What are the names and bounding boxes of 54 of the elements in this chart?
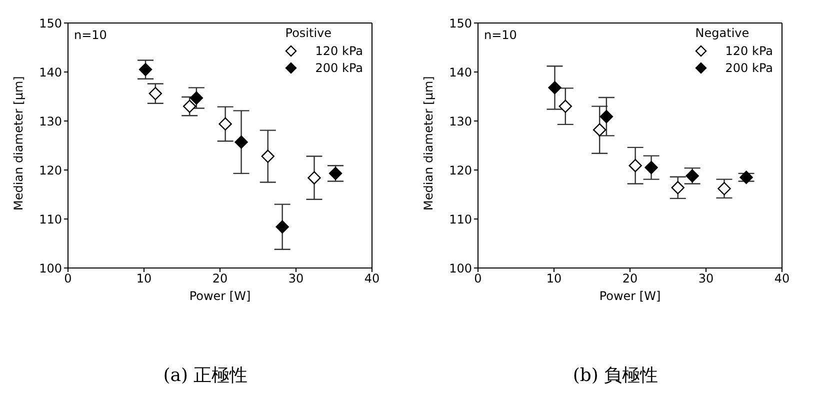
y-tick-label: 120 (449, 163, 472, 178)
y-tick-label: 120 (39, 163, 62, 178)
point (671, 181, 684, 194)
x-tick-label: 0 (474, 272, 482, 286)
x-tick-label: 40 (364, 272, 380, 286)
point (558, 100, 572, 113)
x-axis-title: Power [W] (599, 289, 661, 303)
point (644, 160, 658, 174)
point (740, 170, 753, 184)
annotation: n=10 (484, 28, 517, 42)
text: (b) 負極性 (572, 364, 660, 387)
point (276, 220, 289, 234)
y-axis-title: Median diameter [µm] (11, 76, 26, 210)
annotation: n=10 (74, 28, 107, 42)
point (138, 62, 152, 76)
legend-title: Negative (695, 26, 750, 40)
point (190, 91, 204, 105)
y-tick-label: 110 (39, 212, 62, 226)
x-axis-title: Power [W] (189, 289, 251, 303)
x-tick-label: 0 (64, 272, 72, 286)
y-tick-label: 140 (39, 65, 62, 80)
y-tick-label: 100 (449, 261, 472, 276)
x-tick-label: 20 (212, 272, 228, 286)
point (593, 123, 606, 136)
y-tick-label: 110 (449, 212, 472, 226)
x-tick-label: 30 (698, 272, 714, 286)
y-tick-label: 140 (449, 65, 472, 80)
point (183, 100, 196, 113)
point (218, 117, 232, 131)
x-tick-label: 10 (546, 272, 562, 286)
point (548, 81, 562, 94)
x-tick-label: 10 (136, 272, 152, 286)
legend-label: 120 kPa (315, 44, 363, 58)
legend-title: Positive (285, 26, 333, 40)
point (600, 110, 614, 124)
y-tick-label: 130 (39, 114, 62, 128)
point (628, 158, 642, 172)
text: (a) 正極性 (162, 364, 249, 387)
y-tick-label: 130 (449, 114, 472, 128)
y-tick-label: 100 (39, 261, 62, 276)
x-tick-label: 40 (774, 272, 790, 286)
x-tick-label: 30 (288, 272, 304, 286)
point (261, 150, 274, 163)
legend-label: 120 kPa (725, 44, 773, 58)
point (718, 182, 731, 196)
legend-label: 200 kPa (315, 60, 363, 74)
x-tick-label: 20 (622, 272, 638, 286)
y-tick-label: 150 (449, 16, 472, 30)
point (234, 135, 248, 149)
point (148, 86, 162, 100)
y-tick-label: 150 (39, 16, 62, 30)
legend-label: 200 kPa (725, 60, 773, 74)
y-axis-title: Median diameter [µm] (421, 76, 436, 210)
point (308, 171, 321, 184)
